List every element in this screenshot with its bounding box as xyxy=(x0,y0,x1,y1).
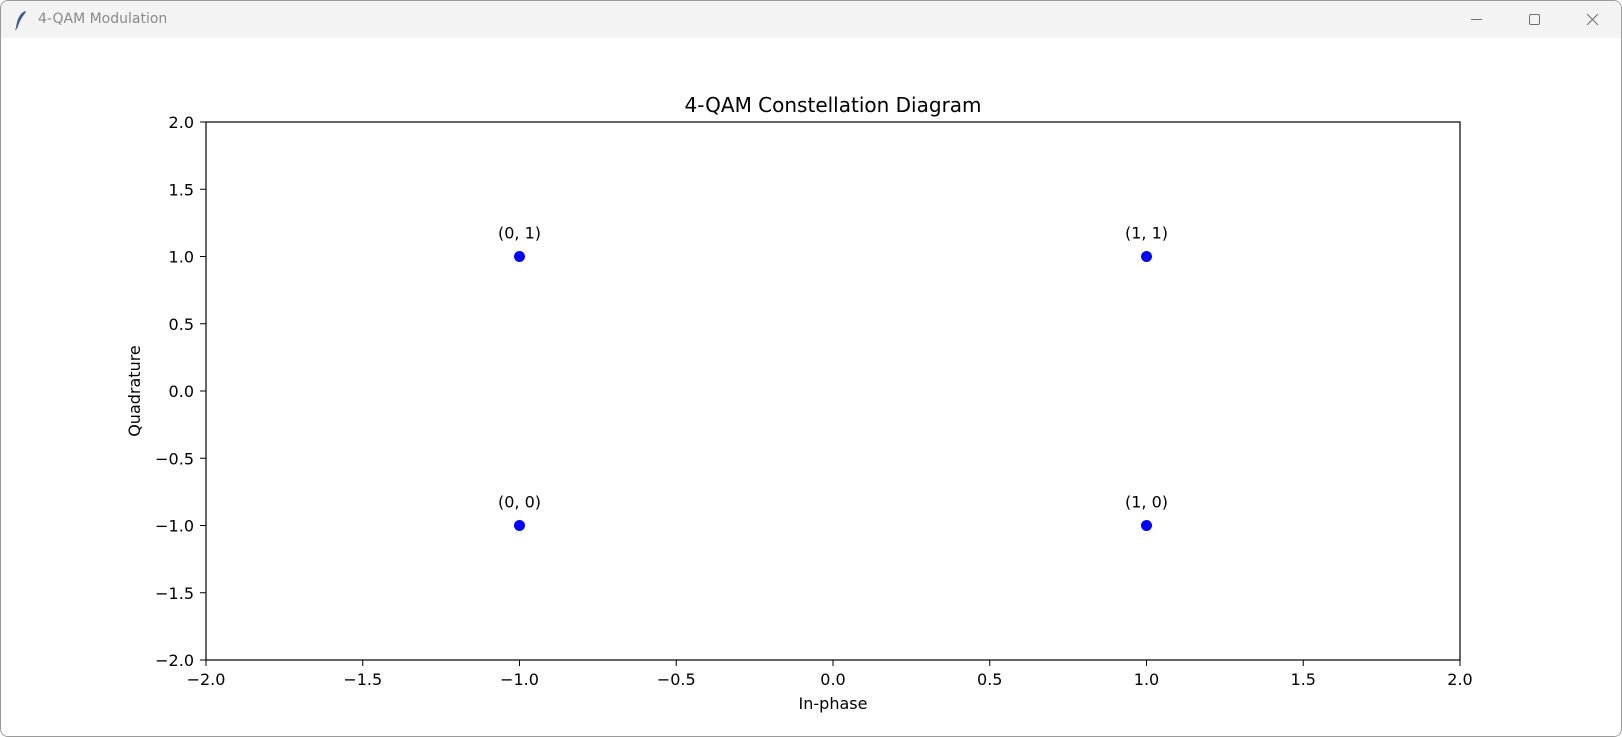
y-tick-label: 1.0 xyxy=(169,248,194,267)
x-tick-label: −0.5 xyxy=(657,670,696,689)
x-tick-label: 1.5 xyxy=(1291,670,1316,689)
y-tick-label: −1.5 xyxy=(155,584,194,603)
minimize-icon xyxy=(1471,19,1482,20)
point-label: (0, 0) xyxy=(498,493,541,512)
y-tick-label: 1.5 xyxy=(169,180,194,199)
y-tick-label: 0.5 xyxy=(169,315,194,334)
close-icon xyxy=(1586,13,1599,26)
y-axis: 2.0 1.5 1.0 0.5 0.0 −0.5 −1.0 −1.5 −2.0 xyxy=(155,113,206,670)
x-tick-label: −1.5 xyxy=(343,670,382,689)
x-tick-label: −2.0 xyxy=(187,670,226,689)
close-button[interactable] xyxy=(1563,1,1621,38)
y-tick-label: 0.0 xyxy=(169,382,194,401)
x-axis: −2.0 −1.5 −1.0 −0.5 0.0 0.5 1.0 1.5 2.0 xyxy=(187,660,1473,689)
data-series: (0, 1) (1, 1) (0, 0) (1, 0) xyxy=(498,224,1168,531)
axes-frame xyxy=(205,121,1461,661)
y-tick-label: 2.0 xyxy=(169,113,194,132)
x-tick-label: −1.0 xyxy=(500,670,539,689)
window-title: 4-QAM Modulation xyxy=(38,11,168,27)
constellation-chart: 4-QAM Constellation Diagram −2.0 −1.5 −1.0… xyxy=(125,93,1473,713)
point-label: (1, 1) xyxy=(1125,224,1168,243)
x-tick-label: 0.5 xyxy=(977,670,1002,689)
x-tick-label: 0.0 xyxy=(820,670,845,689)
constellation-point xyxy=(1141,520,1152,531)
constellation-point xyxy=(1141,251,1152,262)
constellation-point xyxy=(514,520,525,531)
maximize-icon xyxy=(1529,14,1540,25)
maximize-button[interactable] xyxy=(1505,1,1563,38)
minimize-button[interactable] xyxy=(1447,1,1505,38)
x-axis-label: In-phase xyxy=(799,694,868,713)
title-bar[interactable]: 4-QAM Modulation xyxy=(1,1,1621,38)
plot-area: 4-QAM Constellation Diagram −2.0 −1.5 −1.0… xyxy=(1,38,1621,736)
y-axis-label: Quadrature xyxy=(125,345,144,437)
y-tick-label: −0.5 xyxy=(155,449,194,468)
constellation-point xyxy=(514,251,525,262)
x-tick-label: 1.0 xyxy=(1134,670,1159,689)
point-label: (1, 0) xyxy=(1125,493,1168,512)
feather-icon xyxy=(14,10,28,31)
x-tick-label: 2.0 xyxy=(1447,670,1472,689)
y-tick-label: −2.0 xyxy=(155,651,194,670)
y-tick-label: −1.0 xyxy=(155,517,194,536)
point-label: (0, 1) xyxy=(498,224,541,243)
chart-title: 4-QAM Constellation Diagram xyxy=(684,93,981,117)
